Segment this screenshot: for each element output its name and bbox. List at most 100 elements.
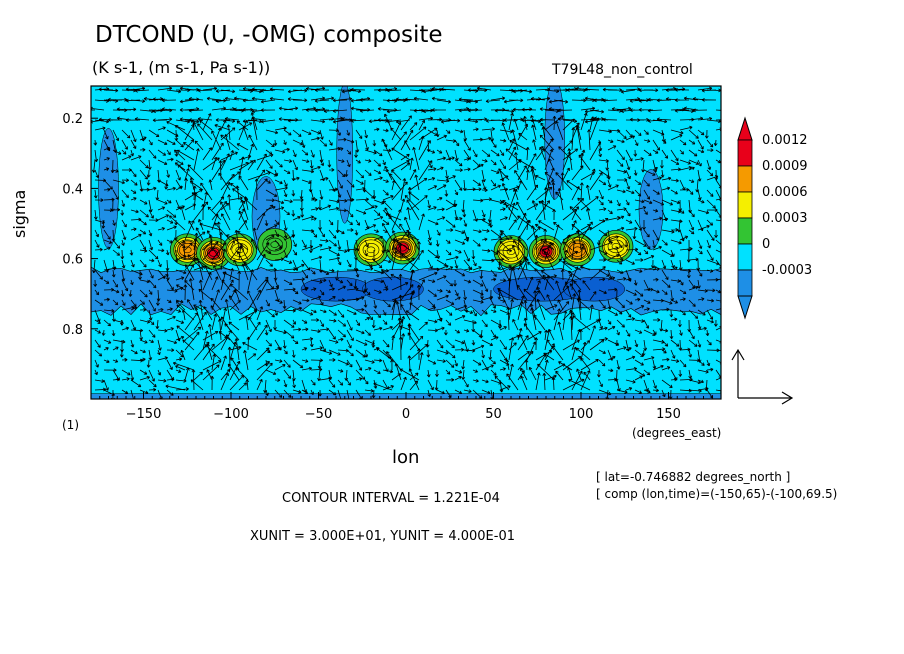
wind-vector [112,149,122,155]
wind-vector [697,129,705,136]
wind-vector [652,267,660,272]
wind-vector [579,182,584,201]
wind-vector [661,229,675,234]
wind-vector [418,213,425,231]
wind-vector [337,239,342,250]
wind-vector [391,209,402,231]
wind-vector [274,169,279,177]
wind-vector [638,107,654,112]
wind-vector [688,229,695,235]
wind-vector [173,149,186,161]
wind-vector [319,238,329,243]
wind-vector [409,157,414,171]
wind-vector [216,221,222,241]
wind-vector [256,361,270,371]
wind-vector [265,198,275,203]
wind-vector [210,305,222,321]
colorbar-segment [737,243,753,271]
wind-vector [382,309,387,316]
wind-vector [373,235,384,241]
wind-vector [481,136,492,141]
wind-vector [458,97,474,102]
wind-vector [337,337,344,342]
wind-vector [364,309,374,321]
wind-vector [121,357,128,362]
wind-vector [314,108,330,113]
wind-vector [598,189,604,200]
wind-vector [328,318,337,323]
wind-vector [254,178,259,201]
wind-vector [516,284,528,301]
wind-vector [467,117,483,122]
wind-vector [292,306,303,311]
wind-vector [418,127,438,141]
wind-vector [134,117,150,121]
wind-vector [202,330,209,351]
wind-vector [670,377,678,382]
wind-vector [404,140,411,151]
wind-vector [274,346,281,351]
wind-vector [625,299,633,305]
wind-vector [337,137,347,142]
wind-vector [355,159,361,164]
wind-vector [652,309,659,314]
wind-vector [265,189,278,197]
wind-vector [386,109,402,114]
wind-vector [490,336,499,341]
wind-vector [112,259,116,270]
wind-vector [202,360,222,371]
wind-vector [274,309,278,316]
wind-vector [238,175,249,191]
wind-vector [355,269,360,278]
wind-vector [166,225,177,231]
wind-vector [679,279,684,286]
wind-vector [454,296,461,301]
wind-vector [427,229,432,241]
heating-contour-line [565,239,590,261]
wind-vector [548,99,564,104]
wind-vector [589,266,606,281]
wind-vector [346,389,350,399]
wind-vector [679,235,689,241]
wind-vector [552,345,564,361]
wind-vector [701,88,717,93]
wind-vector [377,88,393,93]
wind-vector [490,159,497,166]
wind-vector [697,159,702,167]
wind-vector [183,284,188,301]
wind-vector [405,310,420,321]
wind-vector [715,109,721,111]
wind-vector [310,255,323,261]
wind-vector [265,389,269,396]
wind-vector [355,239,360,252]
wind-vector [697,209,710,215]
wind-vector [634,269,643,273]
wind-vector [130,149,135,157]
wind-vector [274,199,285,205]
wind-vector [670,239,682,245]
wind-vector [555,120,564,141]
wind-vector [310,358,324,363]
wind-vector [112,219,116,226]
wind-vector [569,283,582,301]
wind-vector [386,351,402,371]
wind-vector [436,359,446,363]
wind-vector [715,349,721,351]
wind-vector [404,216,411,231]
wind-vector [670,349,676,359]
wind-vector [688,189,694,195]
wind-vector [248,134,258,151]
wind-vector [273,139,278,146]
wind-vector [661,269,669,281]
wind-vector [188,220,195,231]
wind-vector [229,240,236,251]
wind-vector [112,289,120,294]
chart-title: DTCOND (U, -OMG) composite [95,22,443,48]
wind-vector [256,362,273,381]
wind-vector [179,108,195,112]
wind-vector [643,249,649,255]
wind-vector [355,319,361,327]
wind-vector [706,199,716,209]
wind-vector [337,329,346,338]
wind-vector [661,217,669,222]
